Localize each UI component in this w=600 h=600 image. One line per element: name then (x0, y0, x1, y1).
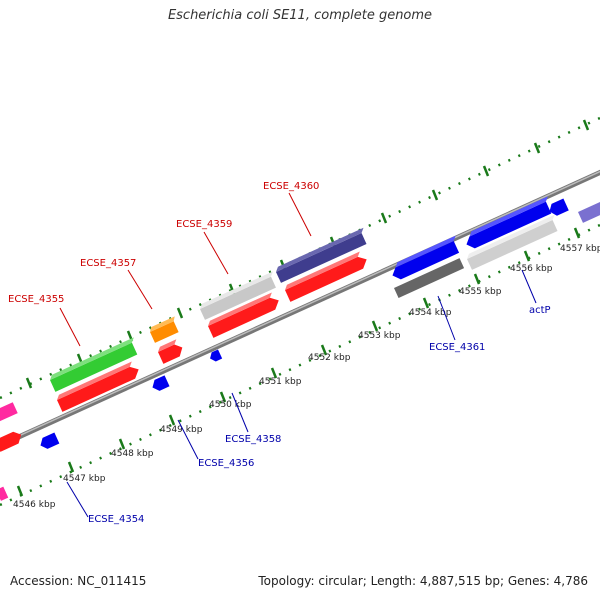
kbp-label: 4554 kbp (409, 308, 452, 318)
gene-arrow-reverse[interactable] (38, 432, 60, 451)
gene-label-ecse-4356[interactable]: ECSE_4356 (198, 458, 254, 469)
gene-arrow[interactable] (0, 429, 24, 452)
label-leader (177, 419, 199, 460)
gene-block[interactable] (0, 402, 18, 424)
label-leader (59, 307, 81, 347)
kbp-label: 4549 kbp (160, 425, 203, 435)
kbp-label: 4550 kbp (209, 400, 252, 410)
gene-label-ecse-4358[interactable]: ECSE_4358 (225, 434, 281, 445)
gene-arrow-reverse[interactable] (388, 235, 462, 282)
kbp-label: 4547 kbp (63, 474, 106, 484)
label-leader (521, 269, 537, 304)
kbp-label: 4552 kbp (308, 353, 351, 363)
genome-backbone (0, 169, 600, 449)
gene-block[interactable] (0, 486, 9, 501)
genome-title: Escherichia coli SE11, complete genome (167, 8, 433, 23)
kbp-label: 4553 kbp (358, 331, 401, 341)
gene-arrow-reverse[interactable] (462, 196, 555, 250)
gene-block[interactable] (394, 258, 465, 299)
gene-block-ecse-4355[interactable] (48, 337, 141, 392)
genome-info-label: Topology: circular; Length: 4,887,515 bp… (258, 574, 588, 588)
kbp-label: 4548 kbp (111, 449, 154, 459)
gene-arrow-reverse[interactable] (150, 375, 170, 393)
kbp-label: 4556 kbp (510, 264, 553, 274)
lower-major-ticks (16, 227, 581, 497)
gene-arrow[interactable] (156, 338, 185, 364)
gene-arrow[interactable] (206, 291, 281, 338)
gene-label-ecse-4361[interactable]: ECSE_4361 (429, 342, 485, 353)
label-leader (231, 392, 249, 433)
gene-arrow-reverse[interactable] (547, 198, 569, 218)
gene-label-ecse-4360[interactable]: ECSE_4360 (263, 181, 319, 192)
label-leader (203, 231, 229, 275)
label-leader (66, 481, 89, 518)
gene-block[interactable] (465, 214, 561, 270)
gene-label-ecse-4359[interactable]: ECSE_4359 (176, 219, 232, 230)
lower-tick-track (0, 223, 600, 507)
gene-label-actp[interactable]: actP (529, 305, 551, 316)
gene-arrow[interactable] (55, 360, 141, 412)
gene-arrow-reverse[interactable] (208, 349, 223, 363)
gene-label-ecse-4357[interactable]: ECSE_4357 (80, 258, 136, 269)
label-leader (288, 192, 312, 237)
kbp-label: 4551 kbp (259, 377, 302, 387)
accession-label: Accession: NC_011415 (10, 574, 147, 588)
kbp-label: 4555 kbp (459, 287, 502, 297)
label-leader (127, 269, 153, 310)
gene-block[interactable] (148, 316, 181, 343)
label-leader (437, 295, 456, 341)
gene-label-ecse-4354[interactable]: ECSE_4354 (88, 514, 144, 525)
gene-label-ecse-4355[interactable]: ECSE_4355 (8, 294, 64, 305)
gene-block-ecse-4360[interactable] (274, 227, 370, 283)
gene-arrow[interactable] (283, 250, 369, 302)
kbp-label: 4546 kbp (13, 500, 56, 510)
gene-block-ecse-4359[interactable] (198, 271, 279, 320)
gene-block[interactable] (578, 195, 600, 223)
kbp-label: 4557 kbp (560, 244, 600, 254)
genome-backbone-highlight (0, 170, 600, 446)
